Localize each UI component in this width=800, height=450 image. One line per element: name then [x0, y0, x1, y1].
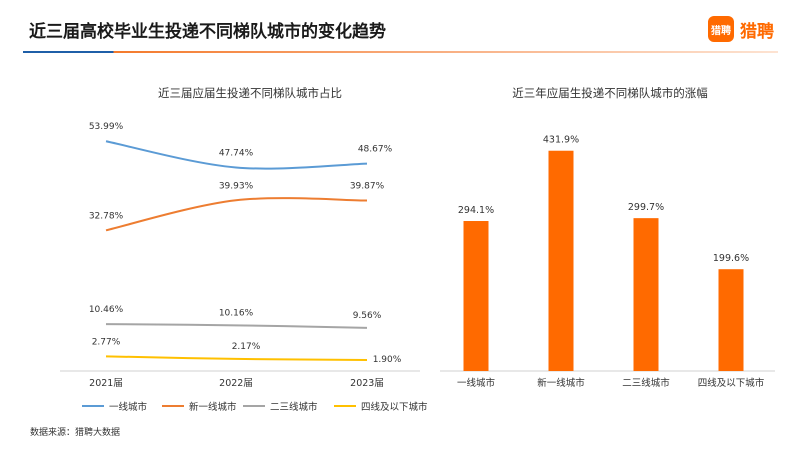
series-line-0 [105, 140, 368, 170]
x-tick-label-1: 2022届 [219, 378, 253, 389]
bar-value-label-2: 299.7% [628, 202, 664, 213]
bar-category-label-2: 二三线城市 [622, 377, 670, 389]
legend-label-0: 一线城市 [109, 401, 148, 413]
brand-name: 猎聘 [740, 21, 774, 42]
legend-label-2: 二三线城市 [270, 401, 318, 413]
legend-label-1: 新一线城市 [189, 401, 237, 413]
x-tick-label-2: 2023届 [350, 378, 384, 389]
data-label-s1-2: 39.87% [350, 182, 385, 192]
data-label-s0-2: 48.67% [358, 145, 393, 155]
legend-label-3: 四线及以下城市 [361, 401, 428, 413]
brand: 猎聘 猎聘 [708, 16, 774, 42]
x-tick-label-0: 2021届 [89, 378, 123, 389]
bar-category-label-1: 新一线城市 [537, 377, 585, 389]
title-divider [23, 51, 778, 53]
bar-value-label-3: 199.6% [713, 253, 749, 264]
data-label-s1-0: 32.78% [89, 211, 124, 221]
data-label-s0-0: 53.99% [89, 122, 124, 132]
data-label-s2-0: 10.46% [89, 305, 124, 315]
data-label-s0-1: 47.74% [219, 148, 254, 158]
bar-value-label-0: 294.1% [458, 205, 494, 216]
brand-logo-icon: 猎聘 [708, 16, 734, 42]
page-title: 近三届高校毕业生投递不同梯队城市的变化趋势 [29, 22, 386, 42]
bar-0 [463, 221, 489, 371]
bar-category-label-0: 一线城市 [457, 377, 496, 389]
source-note: 数据来源：猎聘大数据 [30, 428, 121, 438]
bar-3 [718, 269, 744, 371]
data-label-s2-2: 9.56% [353, 311, 382, 321]
bar-1 [548, 150, 574, 371]
data-label-s1-1: 39.93% [219, 181, 254, 191]
bar-chart-title: 近三年应届生投递不同梯队城市的涨幅 [512, 86, 708, 100]
series-line-3 [105, 355, 368, 362]
series-line-2 [105, 323, 368, 329]
series-line-1 [105, 197, 368, 232]
bar-2 [633, 218, 659, 371]
data-label-s2-1: 10.16% [219, 308, 254, 318]
data-label-s3-0: 2.77% [92, 337, 121, 347]
line-chart-title: 近三届应届生投递不同梯队城市占比 [158, 86, 342, 100]
data-label-s3-1: 2.17% [232, 342, 261, 352]
data-label-s3-2: 1.90% [373, 355, 402, 365]
bar-value-label-1: 431.9% [543, 135, 579, 146]
bar-category-label-3: 四线及以下城市 [698, 377, 765, 389]
